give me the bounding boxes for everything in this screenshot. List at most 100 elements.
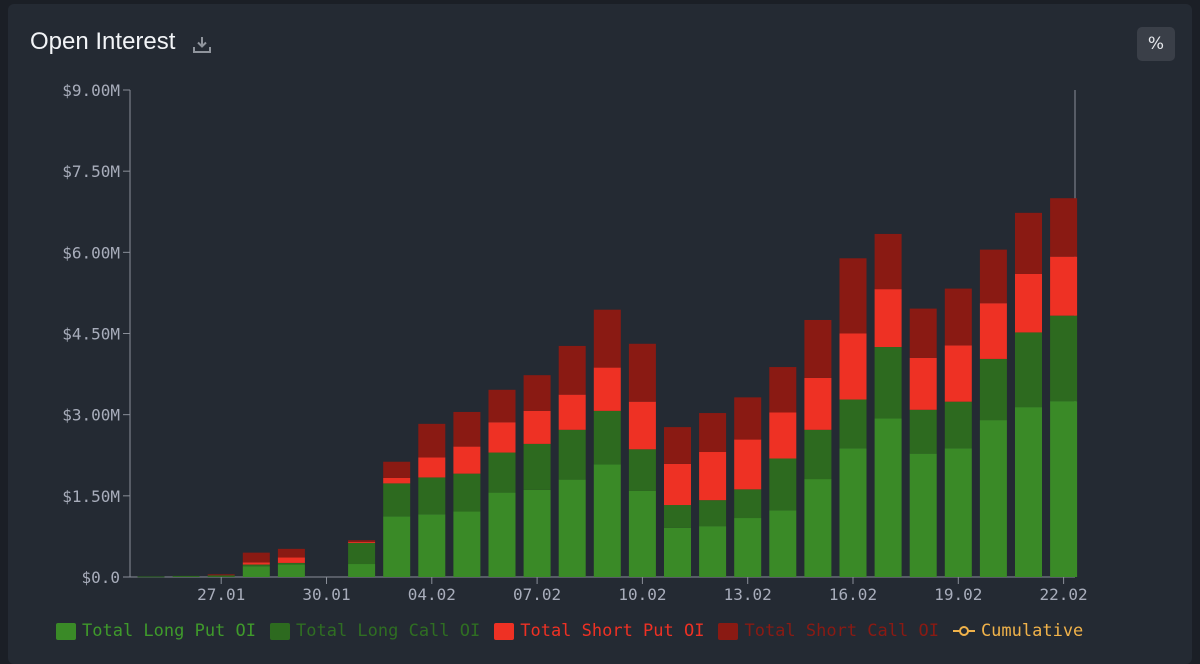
bar-segment-total-short-put-oi	[242, 562, 270, 565]
percent-toggle-button[interactable]: %	[1137, 27, 1175, 61]
x-tick-label: 19.02	[934, 585, 982, 604]
bar-segment-total-long-put-oi	[699, 526, 727, 577]
x-tick-label: 10.02	[618, 585, 666, 604]
bar-segment-total-long-call-oi	[664, 505, 691, 528]
bar-segment-total-short-put-oi	[769, 412, 797, 459]
bar-segment-total-short-call-oi	[383, 461, 411, 478]
bar-segment-total-long-call-oi	[137, 576, 165, 578]
bar-segment-total-long-call-oi	[628, 449, 656, 491]
bar-segment-total-long-put-oi	[1015, 407, 1042, 577]
bar-segment-total-short-call-oi	[664, 427, 691, 464]
y-tick-label: $4.50M	[62, 325, 120, 344]
y-tick-label: $3.00M	[62, 406, 120, 425]
bar-segment-total-short-put-oi	[874, 289, 902, 348]
bar-segment-total-short-call-oi	[804, 319, 832, 378]
legend-item[interactable]: Total Short Call OI	[718, 621, 939, 641]
bar-segment-total-short-put-oi	[593, 367, 621, 411]
legend-item[interactable]: Total Long Put OI	[56, 621, 256, 641]
bar-segment-total-long-put-oi	[418, 514, 446, 577]
legend-item[interactable]: Total Long Call OI	[270, 621, 480, 641]
bar-segment-total-long-put-oi	[979, 420, 1007, 577]
bar-segment-total-long-call-oi	[383, 483, 411, 517]
bar-segment-total-short-put-oi	[383, 477, 411, 484]
bar-segment-total-short-call-oi	[593, 309, 621, 368]
bar-segment-total-long-call-oi	[734, 489, 762, 519]
open-interest-chart: $0.0 $1.50M $3.00M $4.50M $6.00M $7.50M $9.00M…	[62, 81, 1088, 604]
bar-segment-total-short-put-oi	[348, 541, 376, 543]
bar-segment-total-short-call-oi	[348, 540, 376, 542]
bar-segment-total-short-call-oi	[242, 552, 270, 563]
bar-segment-total-short-call-oi	[839, 258, 867, 334]
bar-segment-total-short-put-oi	[699, 452, 727, 501]
y-tick-label: $7.50M	[62, 162, 120, 181]
legend-item[interactable]: Cumulative	[952, 621, 1084, 641]
bar-segment-total-long-call-oi	[839, 399, 867, 449]
bar-segment-total-short-put-oi	[664, 463, 691, 506]
x-tick-label: 07.02	[513, 585, 561, 604]
bar-segment-total-long-put-oi	[1050, 401, 1078, 577]
bar-segment-total-short-call-oi	[769, 367, 797, 413]
y-tick-label: $1.50M	[62, 487, 120, 506]
legend-swatch	[718, 622, 739, 640]
bar-segment-total-long-call-oi	[593, 410, 621, 465]
bar-segment-total-short-call-oi	[979, 249, 1007, 304]
bar-segment-total-short-call-oi	[909, 308, 937, 358]
bar-segment-total-short-put-oi	[628, 401, 656, 450]
bar-segment-total-short-call-oi	[453, 411, 481, 447]
bar-segment-total-long-call-oi	[488, 452, 516, 493]
bar-segment-total-short-put-oi	[523, 410, 551, 444]
bar-segment-total-short-put-oi	[979, 303, 1007, 359]
bar-segment-total-long-call-oi	[172, 575, 200, 577]
legend-item[interactable]: Total Short Put OI	[494, 621, 704, 641]
bar-segment-total-long-call-oi	[207, 575, 235, 577]
legend-label: Cumulative	[980, 621, 1084, 641]
legend-label: Total Short Call OI	[744, 621, 939, 641]
y-tick-label: $0.0	[81, 568, 120, 587]
bar-segment-total-long-call-oi	[979, 358, 1007, 421]
bar-segment-total-long-call-oi	[699, 500, 727, 527]
bar-segment-total-short-call-oi	[523, 375, 551, 411]
y-tick-label: $6.00M	[62, 243, 120, 262]
bar-segment-total-short-put-oi	[839, 333, 867, 400]
bar-segment-total-short-put-oi	[944, 345, 972, 402]
legend-label: Total Short Put OI	[520, 621, 705, 641]
x-tick-label: 27.01	[197, 585, 245, 604]
bar-segment-total-long-put-oi	[242, 566, 270, 577]
legend-swatch	[270, 622, 290, 640]
x-tick-label: 16.02	[829, 585, 877, 604]
bar-segment-total-long-put-oi	[558, 479, 586, 577]
chart-legend: Total Long Put OI Total Long Call OI Total…	[56, 620, 1097, 642]
bar-segment-total-short-put-oi	[804, 377, 832, 430]
bar-segment-total-long-call-oi	[418, 477, 446, 515]
bar-segment-total-short-call-oi	[944, 288, 972, 346]
bar-segment-total-long-call-oi	[1050, 315, 1078, 402]
legend-line-marker	[952, 626, 975, 636]
bar-segment-total-long-call-oi	[558, 429, 586, 480]
bar-segment-total-short-call-oi	[734, 397, 762, 440]
legend-swatch	[56, 622, 76, 640]
bar-segment-total-short-put-oi	[277, 557, 305, 563]
bar-segment-total-long-call-oi	[804, 429, 832, 480]
bar-segment-total-long-put-oi	[839, 448, 867, 577]
bar-segment-total-long-put-oi	[628, 490, 656, 577]
legend-label: Total Long Put OI	[82, 621, 256, 641]
bar-segment-total-long-call-oi	[769, 458, 797, 511]
bar-segment-total-long-put-oi	[664, 527, 691, 577]
bar-segment-total-long-put-oi	[909, 453, 937, 577]
bar-segment-total-long-put-oi	[804, 479, 832, 577]
bar-segment-total-short-put-oi	[909, 357, 937, 410]
download-icon[interactable]	[192, 36, 212, 54]
bar-segment-total-short-put-oi	[418, 457, 446, 478]
bar-segment-total-long-call-oi	[453, 473, 481, 512]
legend-label: Total Long Call OI	[296, 621, 481, 641]
bar-segment-total-long-call-oi	[1015, 332, 1042, 408]
legend-swatch	[494, 622, 515, 640]
bar-segment-total-long-call-oi	[277, 562, 305, 565]
bar-segment-total-short-call-oi	[628, 343, 656, 402]
bar-segment-total-long-put-oi	[874, 418, 902, 577]
bar-segment-total-long-put-oi	[734, 518, 762, 577]
chart-title: Open Interest	[30, 28, 176, 55]
bar-segment-total-short-put-oi	[1015, 273, 1042, 333]
bar-segment-total-long-call-oi	[242, 564, 270, 567]
x-tick-label: 22.02	[1040, 585, 1088, 604]
